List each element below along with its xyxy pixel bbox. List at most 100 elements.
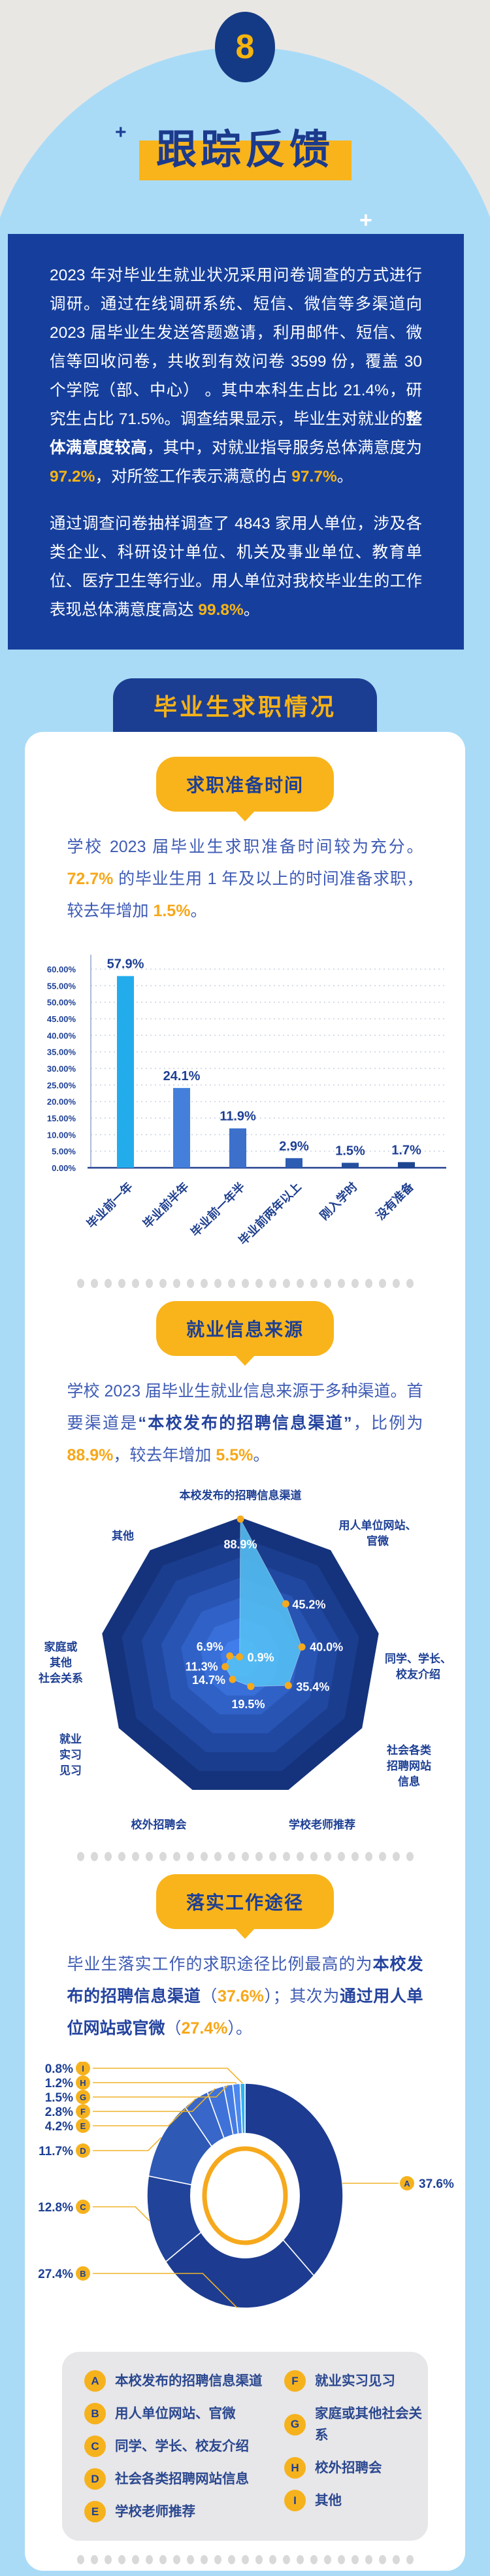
bar (398, 1162, 415, 1168)
radar-axis-label: 同学、学长、校友介绍 (385, 1652, 451, 1681)
separator-dot (269, 2555, 276, 2564)
slice-key-letter: H (80, 2078, 86, 2088)
separator-dot (392, 1852, 400, 1861)
y-tick-label: 60.00% (47, 965, 76, 974)
separator-dot (255, 2555, 263, 2564)
bar (286, 1158, 302, 1168)
separator-dot (365, 1279, 372, 1288)
section-number: 8 (235, 28, 255, 66)
slice-key-letter: I (82, 2064, 84, 2073)
radar-value-label: 11.3% (186, 1660, 218, 1673)
text-accent: 5.5% (216, 1446, 253, 1464)
legend-label: 社会各类招聘网站信息 (115, 2471, 249, 2486)
y-tick-label: 15.00% (47, 1114, 76, 1123)
separator-dot (378, 1279, 386, 1288)
separator-dot (337, 1852, 345, 1861)
separator-dot (255, 1279, 263, 1288)
donut-inner-ring (202, 2146, 288, 2245)
slice-percent-label: 2.8% (45, 2105, 73, 2119)
legend-key-badge: C (84, 2436, 106, 2457)
radar-dot (236, 1653, 244, 1660)
legend-row: C 同学、学长、校友介绍 (84, 2436, 284, 2457)
text: 2023 年对毕业生就业状况采用问卷调查的方式进行调研。通过在线调研系统、短信、… (50, 267, 422, 428)
subsection-header-info-source: 就业信息来源 (25, 1301, 465, 1366)
separator-dot (186, 2555, 194, 2564)
radar-value-label: 0.9% (248, 1651, 274, 1664)
radar-axis-label-line: 校外招聘会 (131, 1818, 187, 1831)
y-tick-label: 0.00% (52, 1163, 76, 1173)
legend-label: 同学、学长、校友介绍 (115, 2439, 249, 2454)
legend-row: F 就业实习见习 (284, 2370, 428, 2392)
radar-dot (284, 1681, 292, 1689)
legend-row: H 校外招聘会 (284, 2457, 428, 2479)
separator-dot (214, 2555, 221, 2564)
y-tick-label: 30.00% (47, 1064, 76, 1074)
legend-key-badge: G (284, 2413, 306, 2436)
info-source-intro: 学校 2023 届毕业生就业信息来源于多种渠道。首要渠道是“本校发布的招聘信息渠… (67, 1376, 423, 1472)
prep-time-bar-chart: 0.00% 5.00% 10.00% 15.00% 20.00% 25.00% 30.00%… (25, 930, 465, 1264)
text: （ (201, 1987, 218, 2006)
text: 毕业生落实工作的求职途径比例最高的为 (67, 1955, 373, 1973)
text: （ (165, 2019, 182, 2038)
radar-value-label: 19.5% (231, 1698, 265, 1711)
bar-value-label: 57.9% (107, 957, 144, 972)
slice-key-badge (76, 2090, 90, 2104)
bar-value-label: 2.9% (279, 1139, 309, 1153)
slice-key-badge (76, 2062, 90, 2075)
slice-key-badge (76, 2075, 90, 2090)
bar (173, 1087, 190, 1168)
donut-chart-svg: 0.8% I 1.2% H 1.5% G 2.8% F 4.2% E 11.7% D 12.8% C 27.… (38, 2062, 454, 2309)
bar-value-label: 24.1% (163, 1069, 201, 1083)
separator-dot (378, 2555, 386, 2564)
radar-axis-label-line: 校友介绍 (396, 1668, 440, 1681)
radar-axis-label-line: 社会各类 (386, 1743, 432, 1757)
separator-dot (406, 1279, 414, 1288)
radar-axis-label-line: 见习 (59, 1764, 82, 1777)
hero: 8 + 跟踪反馈 + (0, 0, 490, 234)
radar-value-label: 88.9% (223, 1538, 257, 1551)
x-tick-label: 毕业前半年 (140, 1180, 191, 1230)
slice-key-letter: F (80, 2107, 86, 2117)
y-tick-label: 20.00% (47, 1097, 76, 1107)
bar-value-label: 1.7% (391, 1143, 421, 1157)
bar (117, 976, 134, 1168)
text-accent: 72.7% (67, 870, 114, 888)
text: ，对所签工作表示满意的占 (95, 468, 292, 486)
pill-pointer (234, 810, 255, 821)
radar-dot (298, 1643, 306, 1651)
section-number-badge: 8 (215, 12, 275, 82)
legend-row: G 家庭或其他社会关系 (284, 2403, 428, 2446)
slice-key-badge (76, 2104, 90, 2119)
legend-label: 本校发布的招聘信息渠道 (115, 2373, 263, 2388)
x-tick-label: 没有准备 (373, 1179, 416, 1222)
radar-chart-svg: 本校发布的招聘信息渠道用人单位网站、官微同学、学长、校友介绍社会各类招聘网站信息… (38, 1489, 451, 1831)
legend-label: 用人单位网站、官微 (115, 2406, 236, 2421)
leader-line (93, 2098, 197, 2126)
separator-dot (186, 1279, 194, 1288)
radar-dot (237, 1515, 244, 1523)
text-accent: 27.4% (181, 2019, 228, 2038)
leader-line (93, 2273, 238, 2308)
separator-dot (131, 2555, 139, 2564)
separator-dot (296, 1852, 304, 1861)
radar-dot (282, 1600, 289, 1608)
survey-summary-band: 2023 年对毕业生就业状况采用问卷调查的方式进行调研。通过在线调研系统、短信、… (8, 234, 464, 650)
work-path-intro: 毕业生落实工作的求职途径比例最高的为本校发布的招聘信息渠道（37.6%）；其次为… (67, 1949, 423, 2045)
legend-label: 其他 (315, 2493, 342, 2508)
radar-value-label: 40.0% (310, 1640, 343, 1653)
slice-key-badge (76, 2200, 90, 2214)
separator-dot (159, 2555, 167, 2564)
legend-key-badge: E (84, 2501, 106, 2522)
y-tick-label: 50.00% (47, 998, 76, 1008)
y-tick-label: 45.00% (47, 1014, 76, 1024)
radar-axis-label-line: 学校老师推荐 (289, 1818, 355, 1831)
separator-dot (104, 1279, 112, 1288)
slice-percent-label: 12.8% (38, 2201, 73, 2215)
section-tab-label: 毕业生求职情况 (153, 693, 336, 720)
text-accent: 99.8% (198, 601, 244, 619)
text-accent: 97.7% (291, 468, 337, 486)
prep-time-intro: 学校 2023 届毕业生求职准备时间较为充分。 72.7% 的毕业生用 1 年及以… (67, 831, 423, 927)
separator-dot (310, 1279, 318, 1288)
separator-dot (351, 1279, 359, 1288)
text: 。 (336, 468, 353, 486)
